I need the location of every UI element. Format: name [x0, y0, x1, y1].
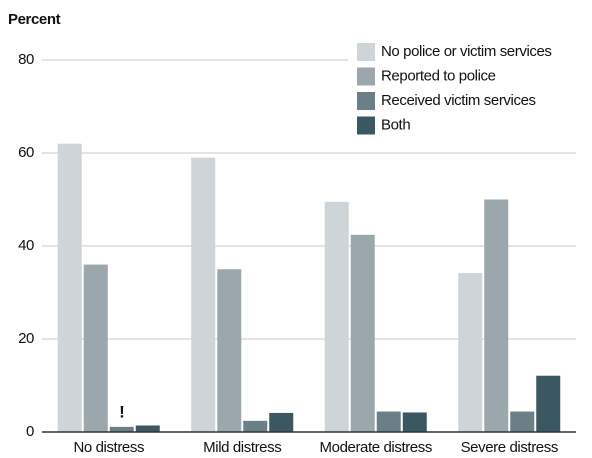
bar: [135, 425, 160, 432]
annotation: !: [119, 402, 124, 421]
y-tick-label: 0: [26, 423, 34, 440]
bar: [243, 420, 268, 432]
bar: [510, 411, 535, 432]
y-axis-label: Percent: [8, 11, 61, 28]
bar: [536, 375, 561, 432]
bar: [376, 411, 401, 432]
x-tick-label: Moderate distress: [320, 439, 432, 456]
legend-label: No police or victim services: [381, 43, 552, 60]
bar: [350, 234, 375, 432]
bar: [484, 199, 509, 432]
y-tick-label: 20: [18, 330, 34, 347]
x-tick-label: No distress: [73, 439, 144, 456]
bar: [57, 143, 82, 432]
y-tick-label: 80: [18, 51, 34, 68]
legend-label: Received victim services: [381, 92, 536, 109]
legend-label: Both: [381, 116, 410, 133]
bar: [217, 269, 242, 432]
bar: [109, 426, 134, 432]
bar: [191, 157, 216, 432]
legend-swatch: [357, 92, 375, 110]
legend-swatch: [357, 43, 375, 61]
x-tick-label: Severe distress: [461, 439, 558, 456]
bar: [324, 201, 349, 432]
x-tick-label: Mild distress: [203, 439, 281, 456]
bar: [269, 412, 294, 432]
legend-swatch: [357, 116, 375, 135]
legend-label: Reported to police: [381, 67, 496, 84]
bar: [402, 412, 427, 432]
y-tick-label: 60: [18, 144, 34, 161]
bar: [458, 272, 483, 432]
y-tick-label: 40: [18, 237, 34, 254]
bar: [83, 264, 108, 432]
legend-swatch: [357, 67, 375, 86]
